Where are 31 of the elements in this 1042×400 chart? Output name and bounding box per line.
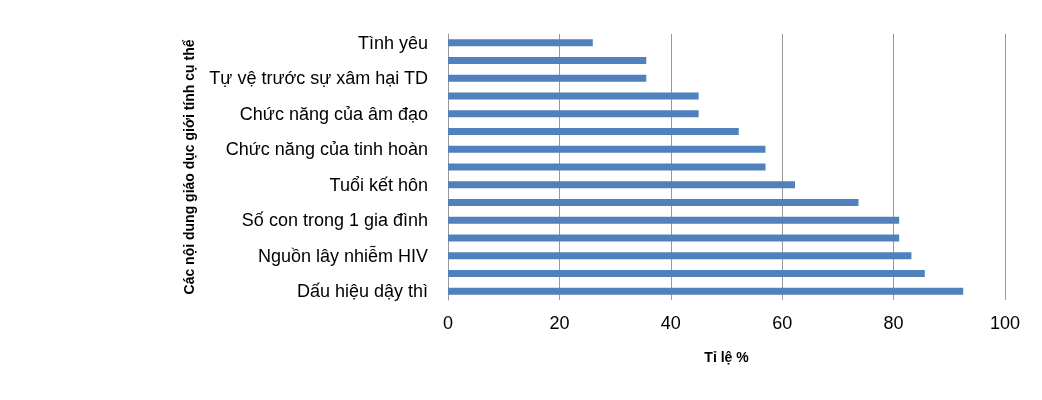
- bar: [448, 198, 859, 206]
- x-tick-label: 20: [549, 313, 570, 333]
- y-tick-label: Số con trong 1 gia đình: [241, 210, 428, 231]
- bar: [448, 128, 739, 136]
- y-tick-label: Tự vệ trước sự xâm hại TD: [209, 68, 428, 89]
- bar: [448, 269, 925, 277]
- bar: [448, 216, 900, 224]
- bar: [448, 163, 766, 171]
- x-tick-label: 60: [772, 313, 793, 333]
- x-tick-label: 100: [989, 313, 1021, 333]
- x-tick-label: 0: [442, 313, 454, 333]
- bar: [448, 145, 766, 153]
- bar: [448, 74, 647, 82]
- x-axis-title: Tỉ lệ %: [704, 349, 750, 365]
- y-tick-label: Chức năng của âm đạo: [239, 103, 428, 124]
- bar: [448, 252, 912, 260]
- bar: [448, 287, 964, 295]
- y-tick-label: Tuổi kết hôn: [329, 174, 428, 195]
- bar: [448, 57, 647, 65]
- bar: [448, 110, 699, 118]
- x-tick-label: 40: [660, 313, 681, 333]
- bar: [448, 92, 699, 100]
- bar: [448, 234, 900, 242]
- bar: [448, 181, 796, 189]
- bar: [448, 39, 593, 47]
- y-axis-title: Các nội dung giáo dục giới tính cụ thể: [181, 39, 197, 295]
- y-tick-label: Tình yêu: [357, 32, 428, 53]
- y-tick-label: Chức năng của tinh hoàn: [225, 139, 428, 160]
- y-tick-label: Dấu hiệu dậy thì: [296, 281, 428, 302]
- x-tick-label: 80: [883, 313, 904, 333]
- y-tick-label: Nguồn lây nhiễm HIV: [257, 244, 428, 266]
